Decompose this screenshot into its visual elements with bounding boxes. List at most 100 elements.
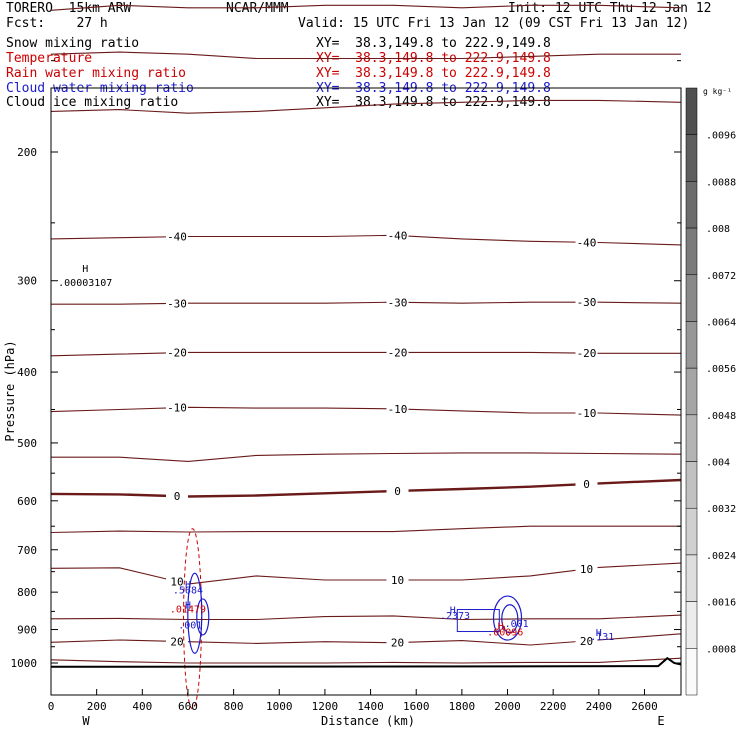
temperature-contours: -70-70-70-40-40-40-30-30-30-20-20-20-10-…	[50, 4, 682, 664]
cloud-water-contour	[492, 595, 523, 641]
colorbar-band	[685, 87, 698, 135]
rain-contour	[503, 625, 513, 636]
contour-label-bg	[166, 230, 188, 242]
colorbar-band	[685, 227, 698, 276]
legend-rain: Rain water mixing ratio	[6, 66, 187, 81]
colorbar-band	[685, 461, 698, 509]
annotation-label: H	[185, 600, 191, 611]
annotation-label: H	[498, 622, 504, 633]
x-tick-label: 0	[48, 700, 55, 713]
contour-label-bg	[166, 346, 188, 358]
temperature-contour	[50, 562, 682, 585]
y-tick-label: 1000	[11, 657, 38, 670]
center-title: NCAR/MMM	[226, 1, 289, 16]
contour-label: 0	[174, 490, 181, 503]
colorbar-label: .0064	[706, 317, 736, 328]
x-tick-label: 2600	[631, 700, 658, 713]
colorbar-band	[685, 554, 698, 602]
x-tick-label: 2000	[494, 700, 521, 713]
contour-label: -30	[577, 296, 597, 309]
colorbar-label: .0008	[706, 644, 736, 655]
legend-cloud-ice: Cloud ice mixing ratio	[6, 95, 179, 110]
temperature-contour	[50, 234, 682, 246]
colorbar-label: .0048	[706, 411, 736, 422]
y-tick-label: 500	[17, 437, 37, 450]
x-axis-label: Distance (km)	[321, 714, 415, 728]
contour-label-bg	[575, 406, 598, 418]
colorbar-label: .0032	[706, 504, 736, 515]
temperature-contour	[50, 525, 681, 534]
x-tick-label: 800	[224, 700, 244, 713]
colorbar-band	[685, 414, 698, 462]
y-tick-label: 900	[17, 624, 37, 637]
contour-label-bg	[166, 490, 188, 502]
annotation-label: .131	[590, 632, 614, 643]
contour-label-bg	[386, 346, 409, 358]
contour-label-bg	[575, 634, 598, 646]
rain-contour	[183, 528, 203, 710]
y-tick-label: 400	[17, 366, 37, 379]
temperature-contour	[50, 351, 681, 357]
annotation-label: .5684	[173, 585, 203, 596]
contour-label-bg	[575, 296, 598, 308]
colorbar-band	[685, 601, 698, 649]
colorbar-band	[685, 367, 698, 416]
legend-temperature: Temperature	[6, 51, 93, 66]
contour-label-bg	[166, 575, 188, 587]
terrain-line	[50, 656, 682, 668]
contour-label: 20	[391, 637, 404, 650]
annotation-label: .00003107	[58, 278, 112, 289]
colorbar-band	[685, 648, 698, 696]
contour-label: -20	[388, 346, 408, 359]
contour-label: 0	[583, 478, 590, 491]
temperature-contour	[50, 633, 682, 646]
x-tick-label: 2400	[586, 700, 613, 713]
contour-label-bg	[386, 574, 409, 586]
colorbar-label: .0096	[706, 131, 736, 142]
contour-label: 20	[580, 635, 593, 648]
colorbar: .0096 .0088 .008 .0072 .0064 .0056 .0048 .004 .0…	[685, 87, 736, 696]
contour-label: -30	[388, 296, 408, 309]
x-tick-label: 1200	[312, 700, 339, 713]
colorbar-label: .0088	[706, 177, 736, 188]
temperature-contour	[50, 51, 681, 60]
temperature-contour	[50, 478, 682, 498]
colorbar-band	[685, 181, 698, 229]
contour-label: -20	[167, 347, 187, 360]
colorbar-band	[685, 507, 698, 556]
annotation-label: H	[185, 580, 191, 591]
forecast-hour: Fcst: 27 h	[6, 16, 108, 31]
annotation-label: .001	[505, 619, 529, 630]
y-tick-label: 800	[17, 586, 37, 599]
contour-label: -40	[577, 236, 597, 249]
temperature-contour	[50, 4, 682, 11]
cloud-water-contour	[501, 604, 519, 634]
temperature-contour	[50, 657, 682, 664]
contour-label-bg	[386, 485, 409, 497]
x-tick-label: 1800	[449, 700, 476, 713]
colorbar-label: .004	[706, 458, 730, 469]
valid-time: Valid: 15 UTC Fri 13 Jan 12 (09 CST Fri …	[298, 16, 690, 31]
y-tick-label: 600	[17, 495, 37, 508]
annotation-label: H	[596, 628, 602, 639]
contour-label: 10	[391, 574, 404, 587]
cloud-water-contour	[196, 598, 210, 636]
contour-label-bg	[575, 478, 598, 490]
colorbar-label: .0024	[706, 551, 736, 562]
contour-label-bg	[575, 562, 598, 574]
contour-label-bg	[166, 401, 188, 413]
temperature-contour	[51, 301, 682, 305]
colorbar-label: .0016	[706, 598, 736, 609]
contour-label-bg	[386, 402, 409, 414]
contour-label: -20	[577, 347, 597, 360]
contour-label-bg	[166, 635, 188, 647]
colorbar-label: .008	[706, 224, 730, 235]
x-tick-label: 1400	[357, 700, 384, 713]
x-tick-label: 2200	[540, 700, 567, 713]
y-tick-label: 300	[17, 275, 37, 288]
cloud-water-contour	[187, 572, 203, 654]
contour-label-bg	[575, 236, 598, 248]
contour-label-bg	[166, 297, 188, 309]
